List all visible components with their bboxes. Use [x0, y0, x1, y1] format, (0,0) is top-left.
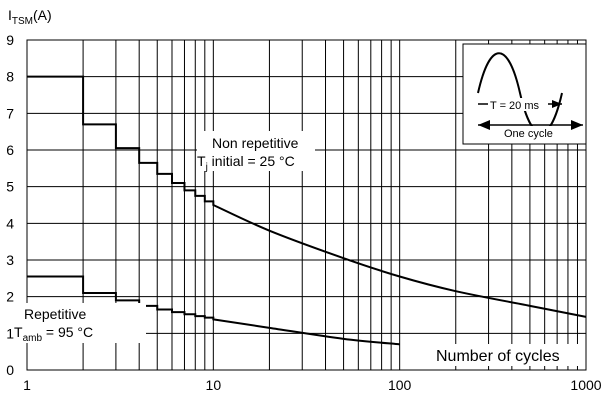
y-tick-label: 5	[6, 179, 14, 195]
y-tick-label: 6	[6, 142, 14, 158]
period-arrowhead-right	[552, 100, 562, 108]
series-label-bg-repetitive	[14, 303, 146, 343]
cycle-arrowhead-right	[571, 120, 583, 130]
y-tick-label: 3	[6, 252, 14, 268]
x-tick-label: 1	[23, 377, 31, 393]
y-tick-label: 7	[6, 105, 14, 121]
y-tick-label: 1	[6, 325, 14, 341]
y-axis-title: ITSM(A)	[8, 7, 52, 27]
y-tick-label: 8	[6, 69, 14, 85]
x-tick-label: 100	[388, 377, 412, 393]
series-label-non-repetitive: Non repetitive	[212, 135, 299, 151]
x-axis-title: Number of cycles	[436, 348, 560, 365]
series-curves	[27, 75, 587, 346]
y-tick-label: 9	[6, 32, 14, 48]
series-label-repetitive-condition: Tamb = 95 °C	[14, 324, 93, 344]
x-tick-label: 10	[206, 377, 222, 393]
series-label-non-repetitive-condition: Tj initial = 25 °C	[197, 153, 295, 173]
x-axis-title-bg	[432, 344, 580, 366]
cycle-label: One cycle	[504, 128, 553, 140]
series-curve-repetitive	[27, 275, 400, 346]
series-curve-non-repetitive	[27, 75, 587, 318]
y-tick-label: 2	[6, 289, 14, 305]
plot-frame	[26, 39, 587, 371]
y-tick-label: 0	[6, 362, 14, 378]
y-tick-label: 4	[6, 215, 14, 231]
cycle-arrowhead-left	[478, 120, 490, 130]
x-tick-label: 1000	[570, 377, 601, 393]
waveform-inset: T = 20 ms One cycle	[462, 43, 587, 145]
series-label-repetitive: Repetitive	[24, 306, 86, 322]
series-label-bg-non-repetitive	[197, 131, 315, 171]
period-label: T = 20 ms	[490, 100, 540, 112]
